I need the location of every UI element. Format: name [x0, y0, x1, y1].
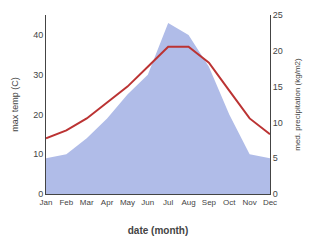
svg-text:Jan: Jan	[40, 198, 53, 207]
svg-text:Dec: Dec	[263, 198, 277, 207]
svg-text:20: 20	[33, 110, 43, 120]
svg-text:Jun: Jun	[141, 198, 154, 207]
svg-text:15: 15	[273, 82, 283, 92]
svg-text:20: 20	[273, 46, 283, 56]
svg-text:Feb: Feb	[59, 198, 73, 207]
svg-text:10: 10	[273, 118, 283, 128]
svg-text:Oct: Oct	[223, 198, 236, 207]
svg-text:May: May	[120, 198, 135, 207]
svg-text:Mar: Mar	[80, 198, 94, 207]
svg-text:0: 0	[273, 189, 278, 199]
svg-text:max temp (C): max temp (C)	[10, 77, 20, 132]
svg-text:30: 30	[33, 70, 43, 80]
svg-text:Jul: Jul	[163, 198, 173, 207]
svg-text:5: 5	[273, 153, 278, 163]
svg-text:Apr: Apr	[101, 198, 114, 207]
svg-text:date (month): date (month)	[128, 225, 189, 236]
svg-text:0: 0	[38, 189, 43, 199]
svg-text:10: 10	[33, 149, 43, 159]
svg-text:med. precipitation (kg/m2): med. precipitation (kg/m2)	[293, 58, 302, 151]
svg-text:40: 40	[33, 30, 43, 40]
svg-text:25: 25	[273, 10, 283, 20]
svg-text:Sep: Sep	[202, 198, 217, 207]
svg-text:Nov: Nov	[243, 198, 257, 207]
svg-text:Aug: Aug	[181, 198, 195, 207]
